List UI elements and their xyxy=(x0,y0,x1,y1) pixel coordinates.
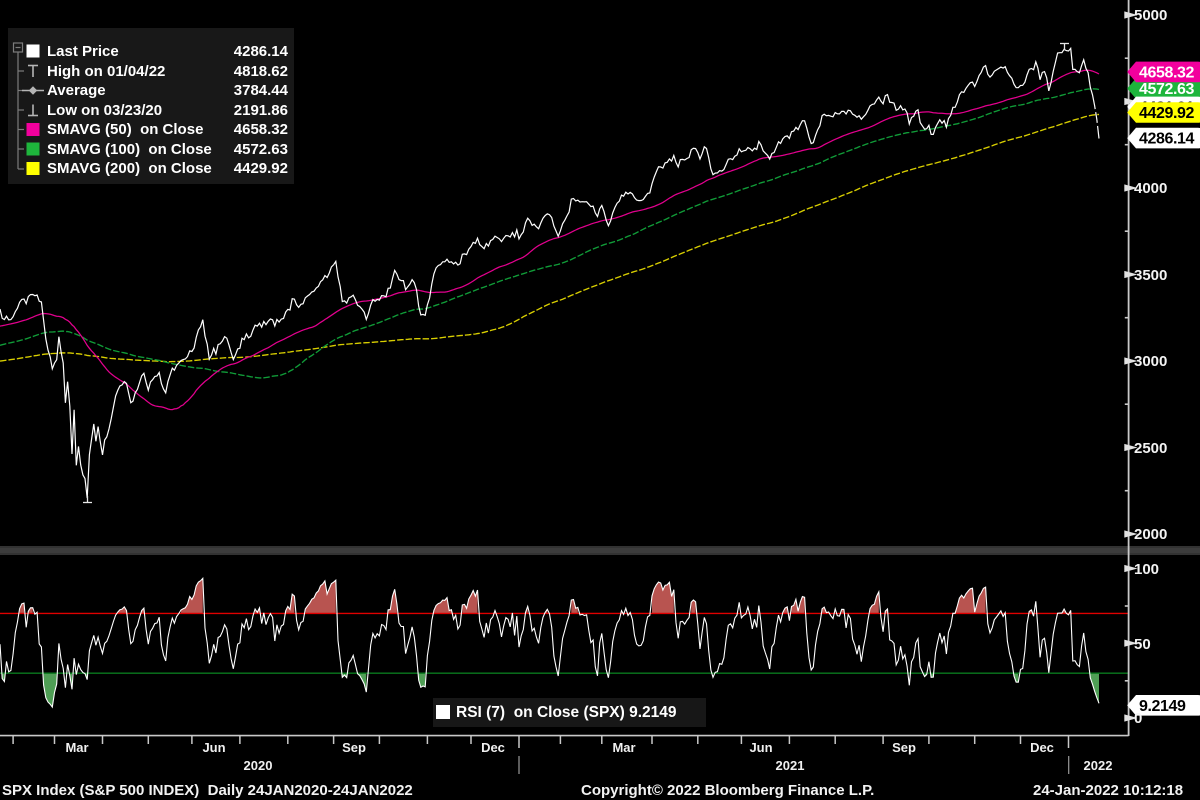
svg-text:4658.32: 4658.32 xyxy=(1139,64,1195,81)
svg-text:4572.63: 4572.63 xyxy=(1139,81,1195,98)
svg-text:4286.14: 4286.14 xyxy=(1139,131,1195,148)
svg-text:9.2149: 9.2149 xyxy=(1139,698,1186,715)
svg-text:4429.92: 4429.92 xyxy=(1139,105,1195,122)
